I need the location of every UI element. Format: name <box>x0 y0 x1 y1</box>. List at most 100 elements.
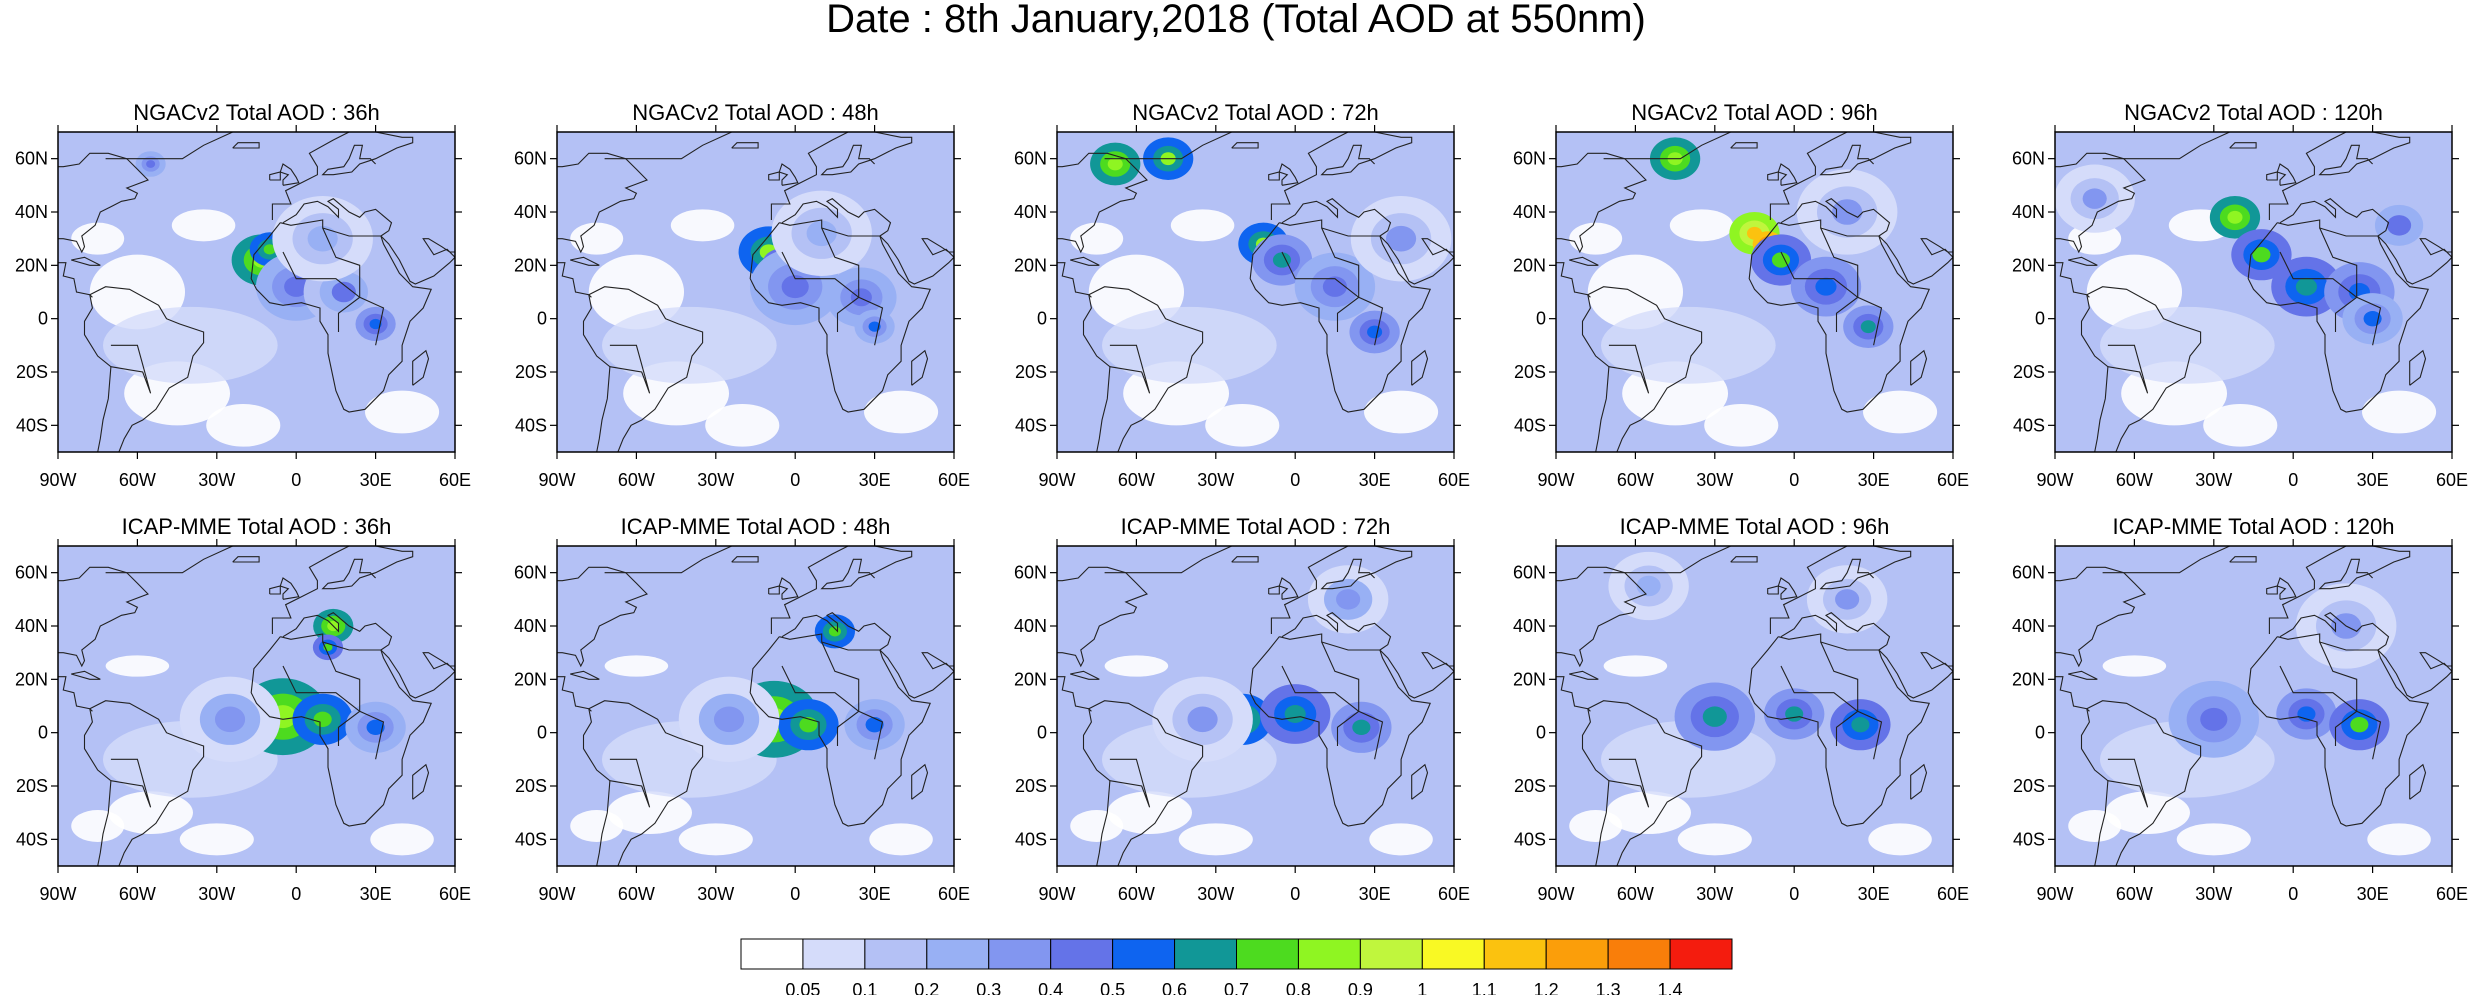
coastline <box>778 577 799 600</box>
clean-air-patch <box>108 791 193 835</box>
aod-plume-core <box>313 711 332 728</box>
coastline <box>412 763 430 800</box>
lat-tick-label: 40S <box>16 415 48 435</box>
coastline <box>604 546 732 574</box>
border-line <box>781 251 884 346</box>
clean-air-patch <box>1107 791 1192 835</box>
clean-air-patch <box>1364 390 1439 434</box>
border-line <box>1270 132 1413 220</box>
colorbar-swatch <box>1359 938 1423 970</box>
colorbar-swatch <box>802 938 866 970</box>
colorbar-label: 0.2 <box>914 980 939 995</box>
colorbar-swatch <box>1236 938 1299 970</box>
aod-field <box>2055 546 2452 866</box>
coastline <box>71 670 101 680</box>
lat-tick-label: 40N <box>514 616 547 636</box>
aod-plume-core <box>2200 707 2228 731</box>
lat-tick-label: 20S <box>1015 776 1047 796</box>
map-panel-ngac-4: NGACv2 Total AOD : 120h 90W 60W 30W 0 30E 60E 6… <box>2012 100 2468 490</box>
lon-tick-label: 60W <box>2116 470 2153 490</box>
lon-tick-label: 0 <box>2288 470 2298 490</box>
coastline <box>1268 585 1280 595</box>
coastline <box>2229 142 2257 149</box>
lat-tick-label: 20S <box>515 362 547 382</box>
clean-air-patch <box>678 823 753 856</box>
lat-tick-label: 20S <box>515 776 547 796</box>
coastline <box>1581 700 1703 866</box>
lon-tick-label: 30E <box>2357 470 2389 490</box>
coastline <box>1082 286 1204 452</box>
border-line <box>110 758 152 808</box>
map-frame <box>57 131 456 453</box>
aod-plume-core <box>1107 157 1123 171</box>
coastline <box>2055 152 2146 254</box>
lat-tick-label: 60N <box>2012 563 2045 583</box>
coastline <box>1057 152 1148 254</box>
panel-title: ICAP-MME Total AOD : 72h <box>1121 514 1391 539</box>
lon-tick-label: 0 <box>1789 884 1799 904</box>
aod-plume-core <box>263 244 276 255</box>
border-line <box>1281 665 1384 760</box>
coastline <box>1278 577 1299 600</box>
border-line <box>1379 649 1454 699</box>
colorbar-label: 1.3 <box>1596 980 1621 995</box>
lon-tick-label: 0 <box>790 884 800 904</box>
clean-air-patch <box>206 404 281 447</box>
lon-tick-label: 60E <box>2436 470 2468 490</box>
border-line <box>282 251 385 346</box>
lon-tick-label: 30W <box>2195 470 2232 490</box>
map-frame <box>1555 545 1954 867</box>
lat-tick-label: 40S <box>515 415 547 435</box>
lat-tick-label: 20S <box>16 362 48 382</box>
border-line <box>1769 546 1912 634</box>
coastline <box>1556 566 1647 668</box>
coastline <box>232 142 260 149</box>
map-panel-icap-1: ICAP-MME Total AOD : 48h 90W 60W 30W 0 30E 60E… <box>514 514 970 904</box>
coastline <box>1603 132 1731 160</box>
lon-tick-label: 0 <box>790 470 800 490</box>
coastline <box>2409 763 2427 800</box>
clean-air-patch <box>1569 810 1623 842</box>
coastline <box>768 585 780 595</box>
coastline <box>557 152 648 254</box>
coastline <box>105 546 233 574</box>
lon-tick-label: 90W <box>1537 470 1574 490</box>
lat-tick-label: 0 <box>1037 723 1047 743</box>
lat-tick-label: 0 <box>1037 309 1047 329</box>
border-line <box>821 641 860 746</box>
coastline <box>1556 152 1647 254</box>
coastline <box>269 585 281 595</box>
coastline <box>1278 163 1299 186</box>
clean-air-patch <box>607 791 692 835</box>
coastline <box>1767 171 1779 181</box>
lon-tick-label: 60W <box>1617 470 1654 490</box>
coastline <box>2102 132 2230 160</box>
lat-tick-label: 40N <box>2012 616 2045 636</box>
lat-tick-label: 60N <box>1513 563 1546 583</box>
map-frame <box>1555 131 1954 453</box>
lat-tick-label: 0 <box>2035 723 2045 743</box>
lat-tick-label: 40S <box>515 829 547 849</box>
aod-plume-core <box>1336 589 1361 610</box>
coastline <box>731 556 759 563</box>
colorbar-swatch <box>988 938 1052 970</box>
lat-tick-label: 60N <box>1014 149 1047 169</box>
lon-tick-label: 0 <box>291 470 301 490</box>
aod-plume-core <box>1702 706 1727 727</box>
lat-tick-label: 20N <box>2012 255 2045 275</box>
lon-tick-label: 30W <box>198 470 235 490</box>
lat-tick-label: 20S <box>1514 362 1546 382</box>
aod-plume-core <box>1385 225 1417 252</box>
colorbar-label: 1.2 <box>1534 980 1559 995</box>
coastline <box>1268 171 1280 181</box>
lon-tick-label: 60W <box>1617 884 1654 904</box>
clean-air-patch <box>570 222 624 255</box>
clean-air-patch <box>1104 655 1169 677</box>
lon-tick-label: 90W <box>538 884 575 904</box>
coastline <box>1581 286 1703 452</box>
lon-tick-label: 60E <box>1937 470 1969 490</box>
coastline <box>2102 546 2230 574</box>
lon-tick-label: 0 <box>1290 470 1300 490</box>
clean-air-patch <box>1205 404 1280 447</box>
clean-air-patch <box>570 810 624 842</box>
